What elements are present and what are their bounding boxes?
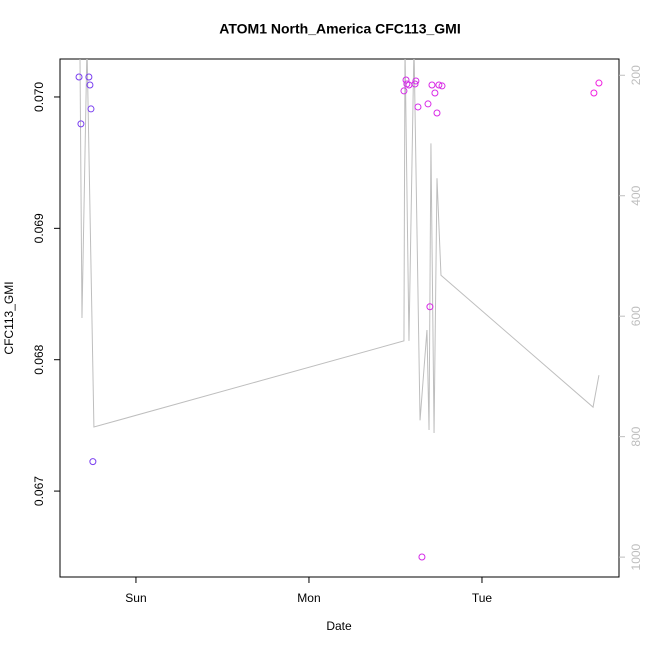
point (86, 81, 94, 89)
point (428, 81, 436, 89)
point (89, 458, 97, 466)
x-axis-label: Date (326, 619, 352, 633)
point (595, 79, 603, 87)
y-tick-label: 0.067 (32, 476, 46, 506)
point (85, 73, 93, 81)
y2-tick-label: 200 (629, 65, 643, 85)
point (590, 89, 598, 97)
y2-tick-label: 1000 (629, 543, 643, 570)
x-tick-label: Mon (297, 591, 320, 605)
y2-tick-label: 800 (629, 426, 643, 446)
point (435, 81, 443, 89)
point (433, 109, 441, 117)
x-tick-label: Tue (472, 591, 493, 605)
y-tick-label: 0.068 (32, 344, 46, 374)
point (77, 120, 85, 128)
plot-area (75, 59, 603, 561)
plot-frame (59, 58, 620, 578)
y-axis-label: CFC113_GMI (2, 281, 16, 354)
y-tick-label: 0.070 (32, 82, 46, 112)
x-tick-label: Sun (125, 591, 146, 605)
point (75, 73, 83, 81)
y2-tick-label: 400 (629, 185, 643, 205)
point (87, 105, 95, 113)
y2-tick-label: 600 (629, 306, 643, 326)
chart-title: ATOM1 North_America CFC113_GMI (219, 21, 460, 37)
point (400, 87, 408, 95)
pressure-line (79, 59, 600, 434)
point (426, 303, 434, 311)
point (438, 82, 446, 90)
point (424, 100, 432, 108)
point (402, 76, 410, 84)
point (412, 77, 420, 85)
point (411, 80, 419, 88)
point (418, 553, 426, 561)
point (431, 89, 439, 97)
y-tick-label: 0.069 (32, 213, 46, 243)
point (414, 103, 422, 111)
